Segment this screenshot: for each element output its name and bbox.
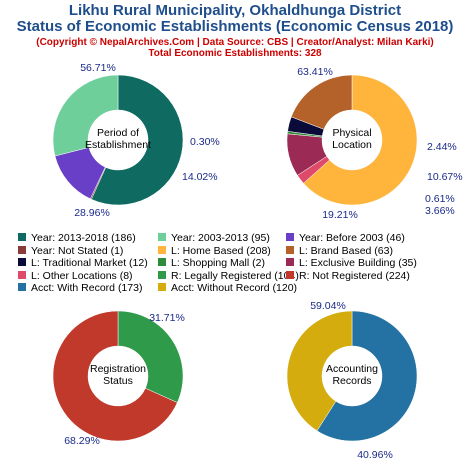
- legend-label: Year: Before 2003 (46): [299, 232, 405, 244]
- donut-period-of-establishment: 56.71% 0.30% 14.02% 28.96% Period ofEstablis…: [52, 62, 220, 219]
- total-line: Total Economic Establishments: 328: [148, 48, 322, 59]
- legend-swatch: [286, 258, 294, 266]
- legend-label: Year: 2003-2013 (95): [171, 232, 270, 244]
- center-label: Records: [332, 375, 371, 387]
- legend-swatch: [286, 233, 294, 241]
- legend-label: R: Not Registered (224): [299, 269, 410, 282]
- legend-item: R: Not Registered (224): [286, 270, 410, 282]
- legend-item: Acct: Without Record (120): [158, 282, 297, 294]
- legend-item: L: Traditional Market (12): [18, 257, 148, 269]
- center-label: Status: [103, 375, 133, 387]
- percent-label-r-not-registered: 68.29%: [64, 435, 100, 447]
- center-label: Registration: [90, 363, 146, 375]
- donut-hole: [322, 110, 382, 170]
- chart-title-line1: Likhu Rural Municipality, Okhaldhunga Di…: [68, 2, 402, 19]
- legend-label: Acct: With Record (173): [31, 282, 143, 294]
- legend-swatch: [18, 258, 26, 266]
- legend-item: L: Brand Based (63): [286, 245, 393, 257]
- legend-swatch: [158, 233, 166, 241]
- legend-swatch: [286, 245, 294, 254]
- legend-swatch: [158, 258, 166, 266]
- legend-item: Acct: With Record (173): [18, 282, 142, 294]
- legend-label: L: Exclusive Building (35): [299, 257, 417, 269]
- legend-label: L: Shopping Mall (2): [171, 257, 265, 269]
- donut-physical-location: 63.41% 2.44% 10.67% 0.61%3.66% 19.21% Physica…: [286, 66, 463, 221]
- legend-item: L: Shopping Mall (2): [158, 257, 265, 269]
- center-label: Establishment: [85, 139, 151, 151]
- donut-hole: [88, 110, 148, 170]
- donut-hole: [88, 346, 148, 406]
- center-label: Period of: [97, 127, 139, 139]
- center-label: Location: [332, 139, 372, 151]
- center-label: Physical: [332, 127, 371, 139]
- percent-label-year-not-stated: 0.30%: [190, 136, 220, 148]
- percent-label-r-legally-registered: 31.71%: [149, 312, 185, 324]
- legend-swatch: [18, 270, 26, 279]
- legend-swatch: [158, 283, 166, 291]
- credit-line: (Copyright © NepalArchives.Com | Data So…: [36, 37, 434, 48]
- legend-swatch: [18, 245, 26, 254]
- legend-label: R: Legally Registered (104): [171, 269, 299, 282]
- legend-item: L: Other Locations (8): [18, 270, 133, 282]
- percent-label-year-2013-2018: 56.71%: [80, 62, 116, 74]
- percent-label-l-exclusive-building: 10.67%: [427, 171, 463, 183]
- legend-label: Year: Not Stated (1): [31, 244, 124, 257]
- legend-item: R: Legally Registered (104): [158, 270, 299, 282]
- legend-item: Year: 2013-2018 (186): [18, 232, 136, 244]
- legend-swatch: [286, 270, 294, 279]
- percent-label-l-shopping-mall: 0.61%: [425, 193, 455, 205]
- percent-label-acct-without-record: 40.96%: [357, 449, 393, 461]
- legend-swatch: [158, 270, 166, 279]
- percent-label-l-brand-based: 19.21%: [322, 209, 358, 221]
- legend-item: L: Exclusive Building (35): [286, 257, 417, 269]
- legend-item: Year: Before 2003 (46): [286, 232, 405, 244]
- legend-label: Year: 2013-2018 (186): [31, 232, 136, 244]
- legend-swatch: [18, 233, 26, 241]
- legend-swatch: [18, 283, 26, 291]
- legend-label: L: Traditional Market (12): [31, 257, 148, 269]
- chart-title-line2: Status of Economic Establishments (Econo…: [16, 18, 454, 35]
- slice-year-2003-2013: [52, 74, 119, 157]
- legend-item: L: Home Based (208): [158, 245, 271, 257]
- percent-label-year-before-2003: 14.02%: [182, 171, 218, 183]
- legend-label: Acct: Without Record (120): [171, 282, 298, 294]
- legend-label: L: Other Locations (8): [31, 269, 133, 282]
- percent-label-l-traditional-market: 3.66%: [425, 205, 455, 217]
- legend-label: L: Brand Based (63): [299, 244, 393, 257]
- legend-item: Year: Not Stated (1): [18, 245, 123, 257]
- legend-label: L: Home Based (208): [171, 244, 271, 257]
- percent-label-l-home-based: 63.41%: [297, 66, 333, 78]
- legend-item: Year: 2003-2013 (95): [158, 232, 270, 244]
- donut-hole: [322, 346, 382, 406]
- center-label: Accounting: [326, 363, 378, 375]
- percent-label-year-2003-2013: 28.96%: [74, 207, 110, 219]
- legend-swatch: [158, 245, 166, 254]
- percent-label-l-other-locations: 2.44%: [427, 141, 457, 153]
- percent-label-acct-with-record: 59.04%: [310, 300, 346, 312]
